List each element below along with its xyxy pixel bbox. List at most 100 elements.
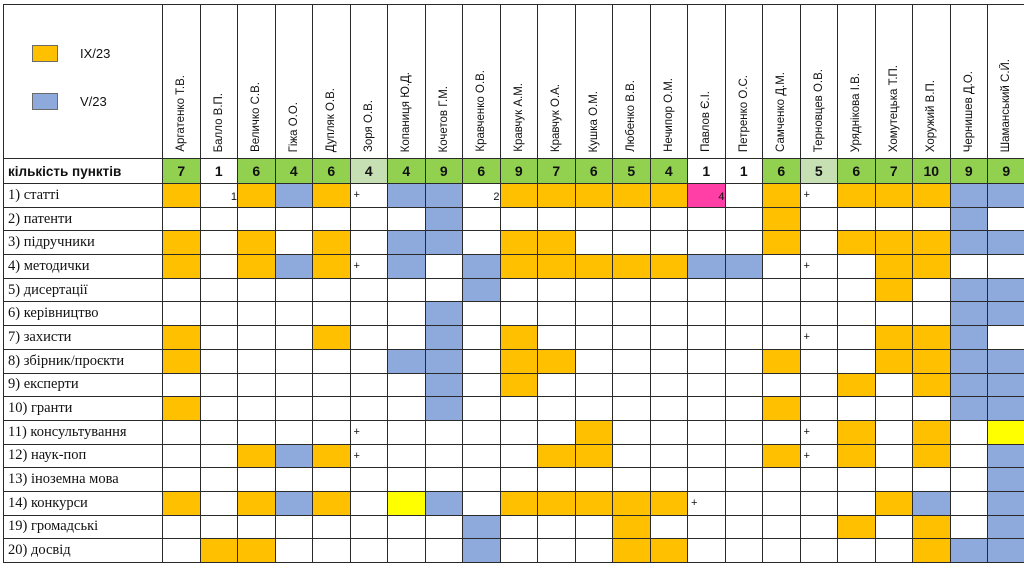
table-cell bbox=[612, 396, 651, 421]
table-cell bbox=[387, 490, 426, 516]
table-cell: 4 bbox=[687, 183, 726, 208]
person-name: Петренко О.С. bbox=[737, 74, 750, 152]
table-cell bbox=[912, 348, 951, 374]
column-header: Хоружий В.П. bbox=[912, 4, 951, 159]
table-cell bbox=[537, 230, 576, 256]
table-cell bbox=[987, 396, 1024, 421]
table-cell bbox=[612, 301, 651, 327]
table-cell bbox=[274, 183, 313, 208]
table-cell bbox=[949, 254, 988, 279]
count-cell: 9 bbox=[987, 158, 1024, 184]
table-cell bbox=[162, 396, 201, 421]
table-cell bbox=[462, 490, 501, 516]
table-cell bbox=[574, 301, 613, 327]
table-cell bbox=[274, 206, 313, 232]
row-label: 10) гранти bbox=[3, 396, 163, 421]
table-cell bbox=[499, 301, 538, 327]
table-cell bbox=[912, 514, 951, 540]
table-cell bbox=[799, 396, 838, 421]
table-cell bbox=[649, 230, 688, 256]
table-cell bbox=[537, 538, 576, 563]
table-cell bbox=[949, 325, 988, 350]
table-cell bbox=[649, 348, 688, 374]
cell-note: 1 bbox=[230, 191, 237, 203]
table-cell bbox=[612, 419, 651, 445]
table-cell bbox=[387, 467, 426, 492]
table-cell bbox=[199, 206, 238, 232]
table-cell bbox=[237, 206, 276, 232]
table-cell bbox=[574, 396, 613, 421]
table-cell bbox=[199, 490, 238, 516]
person-name: Чернишев Д.О. bbox=[962, 70, 975, 152]
plus-mark: + bbox=[803, 425, 810, 438]
table-cell bbox=[274, 277, 313, 303]
table-cell bbox=[799, 490, 838, 516]
table-cell bbox=[387, 183, 426, 208]
table-cell bbox=[987, 443, 1024, 469]
count-cell: 5 bbox=[612, 158, 651, 184]
table-cell bbox=[237, 301, 276, 327]
count-cell: 5 bbox=[799, 158, 838, 184]
table-cell bbox=[949, 372, 988, 398]
table-cell bbox=[762, 230, 801, 256]
table-cell bbox=[462, 538, 501, 563]
table-cell bbox=[387, 206, 426, 232]
table-cell bbox=[724, 254, 763, 279]
plus-mark: + bbox=[691, 496, 698, 509]
table-cell bbox=[837, 183, 876, 208]
table-cell bbox=[724, 348, 763, 374]
plus-mark: + bbox=[353, 189, 360, 201]
table-cell bbox=[537, 348, 576, 374]
table-cell bbox=[237, 183, 276, 208]
person-name: Павлов Є.І. bbox=[700, 91, 713, 152]
table-row: 10) гранти bbox=[3, 396, 1024, 421]
column-header: Павлов Є.І. bbox=[687, 4, 726, 159]
count-cell: 4 bbox=[274, 158, 313, 184]
table-cell bbox=[949, 443, 988, 469]
table-cell bbox=[199, 419, 238, 445]
count-cell: 7 bbox=[162, 158, 201, 184]
table-row: 6) керівництво bbox=[3, 301, 1024, 327]
table-cell bbox=[424, 396, 463, 421]
table-cell bbox=[499, 443, 538, 469]
table-row: 8) збірник/проєкти bbox=[3, 348, 1024, 374]
table-cell bbox=[574, 230, 613, 256]
table-cell bbox=[237, 372, 276, 398]
count-cell: 4 bbox=[387, 158, 426, 184]
table-cell bbox=[912, 301, 951, 327]
table-cell bbox=[424, 372, 463, 398]
table-cell bbox=[499, 396, 538, 421]
count-cell: 1 bbox=[687, 158, 726, 184]
table-cell bbox=[612, 538, 651, 563]
table-cell bbox=[574, 277, 613, 303]
table-cell bbox=[499, 206, 538, 232]
table-cell bbox=[612, 277, 651, 303]
table-cell bbox=[237, 230, 276, 256]
table-cell bbox=[237, 538, 276, 563]
table-cell bbox=[762, 419, 801, 445]
person-name: Любенко В.В. bbox=[625, 80, 638, 152]
table-cell bbox=[912, 277, 951, 303]
person-name: Кочетов Г.М. bbox=[437, 85, 450, 152]
table-cell bbox=[199, 277, 238, 303]
table-cell bbox=[537, 206, 576, 232]
table-cell bbox=[762, 183, 801, 208]
table-cell: + bbox=[349, 254, 388, 279]
plus-mark: + bbox=[803, 449, 810, 462]
table-cell bbox=[387, 254, 426, 279]
table-cell bbox=[537, 301, 576, 327]
table-cell bbox=[687, 277, 726, 303]
table-cell bbox=[574, 538, 613, 563]
table-cell bbox=[499, 514, 538, 540]
person-name: Шаманський С.Й. bbox=[1000, 58, 1013, 152]
table-cell bbox=[349, 372, 388, 398]
table-cell bbox=[537, 372, 576, 398]
column-header: Хомутецька Т.П. bbox=[874, 4, 913, 159]
table-cell bbox=[387, 396, 426, 421]
table-cell bbox=[687, 514, 726, 540]
count-cell: 6 bbox=[837, 158, 876, 184]
person-name: Терновцев О.В. bbox=[812, 68, 825, 152]
row-label: 9) експерти bbox=[3, 372, 163, 398]
table-cell bbox=[312, 325, 351, 350]
column-header: Уряднікова І.В. bbox=[837, 4, 876, 159]
